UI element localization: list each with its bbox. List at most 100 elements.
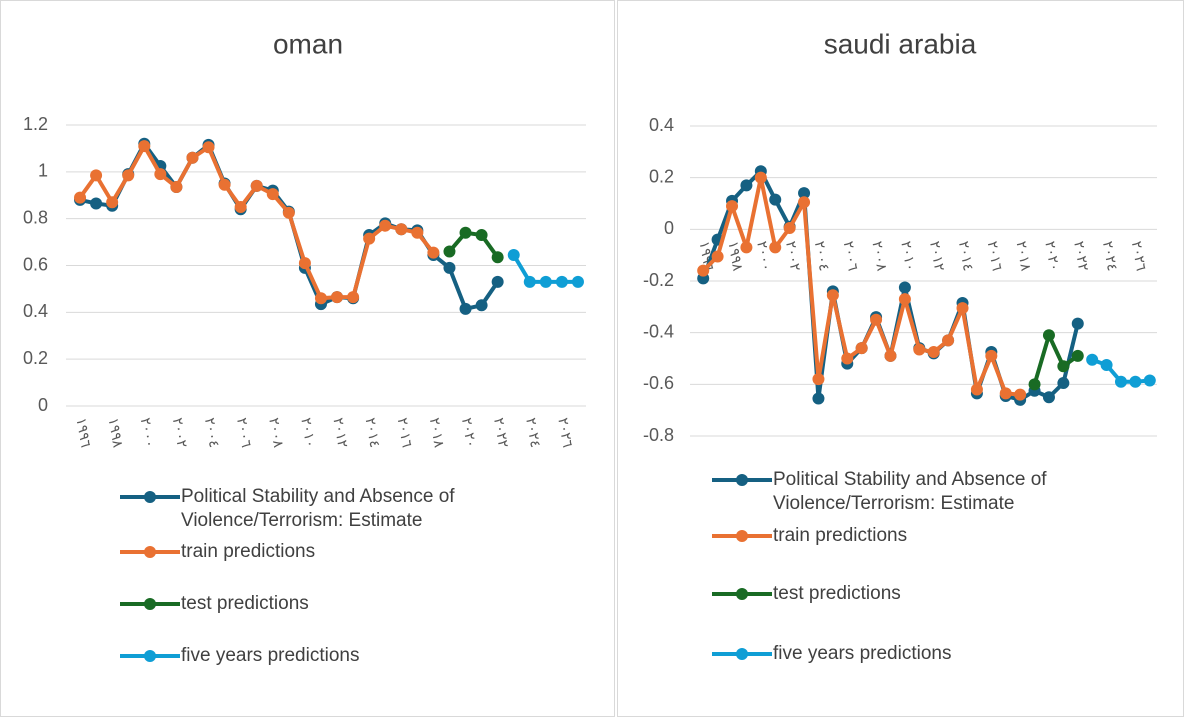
x-tick-label: ٢٠٠٤	[812, 240, 833, 272]
point	[783, 222, 796, 235]
point	[956, 302, 969, 315]
x-tick-label: ٢٠١٠	[298, 416, 319, 448]
chart-title: saudi arabia	[824, 28, 977, 59]
point	[999, 387, 1012, 400]
x-tick-label: ٢٠٠٨	[869, 240, 890, 273]
point	[90, 169, 103, 182]
y-tick-label: -0.2	[643, 270, 674, 290]
x-tick-label: ٢٠٢٠	[459, 416, 480, 448]
point	[106, 196, 119, 209]
point	[411, 226, 424, 239]
legend-label: test predictions	[773, 583, 901, 604]
point	[443, 245, 456, 258]
point	[555, 275, 568, 288]
point	[443, 261, 456, 274]
point	[798, 187, 811, 200]
y-tick-label: 0.2	[23, 348, 48, 368]
x-tick-label: ٢٠١٢	[330, 416, 351, 448]
point	[74, 191, 87, 204]
x-tick-label: ٢٠٠٤	[202, 416, 223, 448]
point	[523, 275, 536, 288]
point	[475, 299, 488, 312]
point	[1114, 375, 1127, 388]
point	[884, 349, 897, 362]
point	[1143, 374, 1156, 387]
x-tick-label: ٢٠١٨	[1014, 240, 1035, 273]
point	[459, 302, 472, 315]
legend-label: test predictions	[181, 593, 309, 614]
y-tick-label: 0.2	[649, 166, 674, 186]
legend-marker	[736, 648, 748, 660]
x-tick-label: ١٩٩٦	[73, 416, 94, 448]
y-tick-label: -0.6	[643, 373, 674, 393]
point	[363, 232, 376, 245]
x-tick-label: ٢٠١٢	[927, 240, 948, 272]
x-tick-label: ٢٠٠٢	[783, 240, 804, 272]
point	[218, 178, 231, 191]
y-tick-label: 0	[38, 395, 48, 415]
point	[491, 251, 504, 264]
x-tick-label: ٢٠٢٢	[491, 416, 512, 448]
panel	[617, 0, 1184, 717]
legend-label: train predictions	[181, 541, 316, 562]
point	[942, 334, 955, 347]
point	[913, 343, 926, 356]
point	[395, 223, 408, 236]
point	[154, 168, 167, 181]
point	[726, 200, 739, 213]
point	[539, 275, 552, 288]
x-tick-label: ٢٠٠٦	[841, 240, 862, 272]
x-tick-label: ٢٠٠٦	[234, 416, 255, 448]
point	[1129, 375, 1142, 388]
point	[1071, 349, 1084, 362]
x-tick-label: ٢٠٢٠	[1042, 240, 1063, 272]
point	[898, 281, 911, 294]
point	[90, 197, 103, 210]
point	[1057, 360, 1070, 373]
legend-marker	[144, 650, 156, 662]
y-tick-label: 1	[38, 161, 48, 181]
legend-marker	[144, 491, 156, 503]
x-tick-label: ٢٠٠٨	[266, 416, 287, 449]
point	[754, 171, 767, 184]
point	[379, 219, 392, 232]
y-tick-label: 0.8	[23, 207, 48, 227]
x-tick-label: ٢٠١٦	[395, 416, 416, 448]
x-tick-label: ٢٠٢٦	[555, 416, 576, 448]
y-tick-label: 0.4	[649, 115, 674, 135]
point	[507, 248, 520, 261]
point	[769, 241, 782, 254]
point	[1014, 388, 1027, 401]
point	[927, 346, 940, 359]
x-tick-label: ٢٠٢٦	[1129, 240, 1150, 272]
legend-marker	[736, 474, 748, 486]
panel	[0, 0, 615, 717]
point	[1100, 358, 1113, 371]
x-tick-label: ٢٠٠٠	[138, 416, 159, 448]
point	[1086, 353, 1099, 366]
point	[234, 200, 247, 213]
point	[122, 169, 135, 182]
point	[740, 241, 753, 254]
point	[697, 264, 710, 277]
point	[985, 349, 998, 362]
legend-label: five years predictions	[181, 645, 360, 666]
x-tick-label: ٢٠١٤	[956, 240, 977, 272]
point	[711, 250, 724, 263]
point	[798, 196, 811, 209]
point	[898, 293, 911, 306]
point	[186, 151, 199, 164]
point	[841, 352, 854, 365]
legend-marker	[736, 588, 748, 600]
point	[812, 373, 825, 386]
point	[138, 140, 151, 153]
x-tick-label: ٢٠١٠	[898, 240, 919, 272]
series-line	[447, 230, 500, 259]
point	[855, 342, 868, 355]
x-tick-label: ١٩٩٨	[106, 416, 127, 449]
point	[1042, 391, 1055, 404]
x-tick-label: ٢٠٢٤	[1100, 240, 1121, 272]
point	[266, 188, 279, 201]
y-tick-label: -0.8	[643, 425, 674, 445]
